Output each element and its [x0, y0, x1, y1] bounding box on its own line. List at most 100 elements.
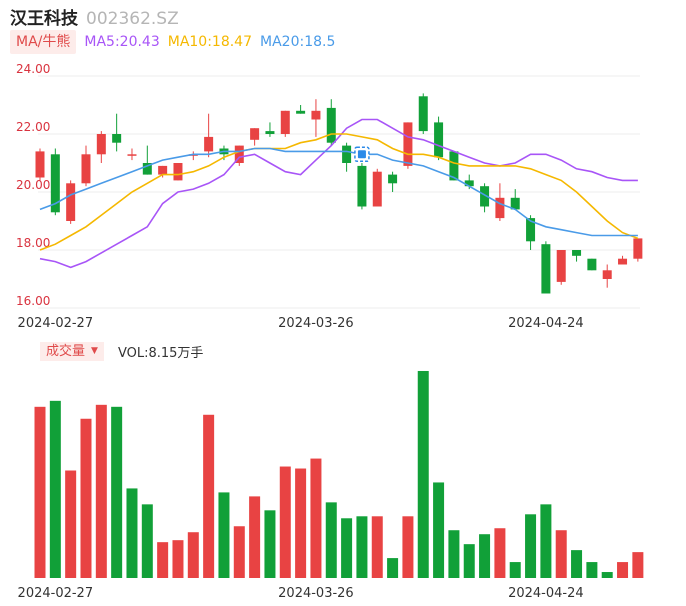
volume-bar: [218, 492, 230, 578]
candle-body: [403, 122, 413, 166]
volume-bar: [187, 532, 199, 578]
y-tick-label: 24.00: [16, 62, 50, 76]
volume-bar: [632, 552, 644, 578]
candle-body: [526, 218, 536, 242]
candle: [633, 238, 643, 262]
candle-body: [66, 183, 76, 221]
candle-body: [572, 250, 582, 256]
volume-bar: [34, 406, 46, 578]
candle: [372, 168, 382, 207]
volume-bar: [95, 404, 107, 578]
candle-body: [434, 122, 444, 158]
candle: [541, 241, 551, 294]
ma-legend: MA/牛熊 MA5:20.43 MA10:18.47 MA20:18.5: [10, 29, 335, 55]
candle-body: [357, 165, 367, 207]
volume-bar: [279, 466, 291, 578]
ma10-legend: MA10:18.47: [167, 34, 253, 50]
volume-bar: [49, 400, 61, 578]
candle: [173, 163, 183, 181]
volume-bar: [571, 550, 583, 578]
volume-bar: [494, 528, 506, 578]
ma-indicator-toggle[interactable]: MA/牛熊: [10, 30, 77, 54]
candle: [127, 148, 137, 161]
candle-body: [96, 134, 106, 155]
candle-body: [265, 131, 275, 134]
y-tick-label: 20.00: [16, 178, 50, 192]
ma10-line: [39, 133, 639, 251]
stock-header: 汉王科技 002362.SZ: [10, 4, 179, 29]
candle: [112, 113, 122, 152]
candle: [342, 142, 352, 172]
candle-body: [587, 258, 597, 271]
volume-bar: [586, 562, 598, 578]
candle-body: [280, 110, 290, 134]
volume-indicator-toggle[interactable]: 成交量 ▼: [40, 341, 104, 361]
candle-body: [418, 96, 428, 132]
y-tick-label: 22.00: [16, 120, 50, 134]
candle: [449, 151, 459, 181]
candle-body: [602, 270, 612, 279]
candle-body: [633, 238, 643, 259]
candle: [158, 165, 168, 178]
candle-body: [480, 186, 490, 207]
candle: [66, 180, 76, 224]
candle-body: [234, 145, 244, 163]
candle-body: [50, 154, 60, 213]
volume-bar: [126, 488, 138, 578]
y-tick-label: 16.00: [16, 294, 50, 308]
marker-core: [357, 150, 366, 159]
volume-bar: [157, 542, 169, 578]
volume-bar: [433, 482, 445, 578]
candle: [188, 151, 198, 161]
price-date-label: 2024-02-27: [18, 316, 94, 331]
candle-body: [541, 244, 551, 294]
volume-bar: [402, 516, 414, 578]
volume-bar: [264, 510, 276, 578]
candle: [602, 264, 612, 288]
candle: [388, 171, 398, 192]
candle-body: [112, 134, 122, 143]
candle-body: [388, 174, 398, 184]
volume-bar: [463, 544, 475, 578]
y-tick-label: 18.00: [16, 236, 50, 250]
candle: [587, 258, 597, 271]
candle-body: [250, 128, 260, 140]
volume-bar: [65, 470, 77, 578]
volume-bar: [371, 516, 383, 578]
price-date-label: 2024-03-26: [278, 316, 354, 331]
candle: [142, 145, 152, 175]
candle-body: [204, 136, 214, 152]
crosshair-marker-icon: [354, 146, 370, 163]
volume-value: VOL:8.15万手: [117, 345, 204, 361]
stock-name: 汉王科技: [10, 9, 78, 29]
candle: [326, 99, 336, 146]
volume-bar: [356, 516, 368, 578]
volume-date-label: 2024-04-24: [508, 586, 584, 601]
candle: [556, 250, 566, 285]
ma5-legend: MA5:20.43: [84, 34, 160, 50]
caret-down-icon: ▼: [91, 345, 98, 356]
volume-bar: [249, 496, 261, 578]
volume-bar: [509, 562, 521, 578]
candle-body: [127, 154, 137, 156]
ma5-line: [39, 118, 638, 269]
volume-bar: [341, 518, 353, 578]
candle: [357, 163, 367, 210]
candle: [311, 99, 321, 137]
volume-bar: [540, 504, 552, 578]
candle: [495, 183, 505, 221]
candle: [81, 145, 91, 187]
candle-body: [142, 163, 152, 175]
candle-body: [464, 180, 474, 187]
candle-body: [556, 250, 566, 282]
candle: [280, 110, 290, 137]
candle-body: [158, 165, 168, 175]
candle-body: [495, 197, 505, 219]
volume-bar: [141, 504, 153, 578]
ma20-legend: MA20:18.5: [260, 34, 336, 50]
volume-bar: [233, 526, 245, 578]
candle: [250, 128, 260, 146]
candle: [296, 105, 306, 114]
volume-bar: [555, 530, 567, 578]
candle-body: [326, 107, 336, 143]
